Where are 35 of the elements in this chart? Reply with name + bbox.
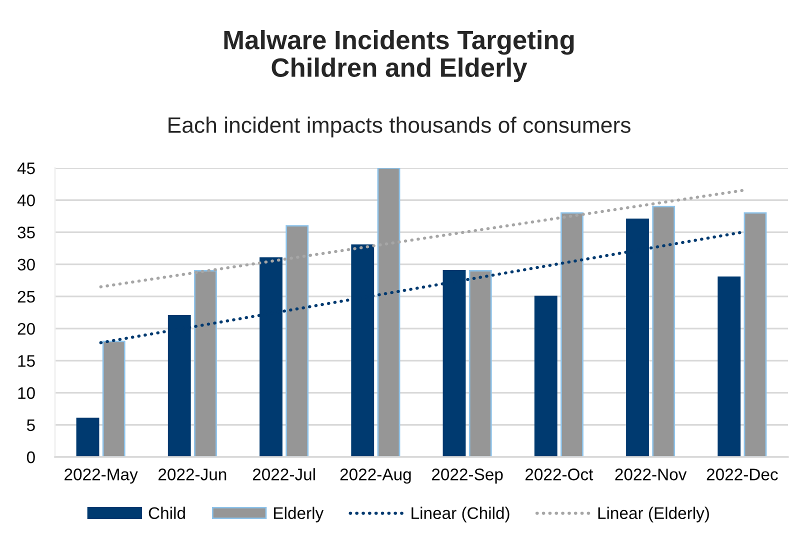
x-tick-label: 2022-Sep	[432, 468, 503, 484]
x-tick-label: 2022-Nov	[615, 468, 687, 480]
legend-label: Elderly	[274, 506, 324, 522]
legend-label: Linear (Elderly)	[598, 506, 709, 522]
x-tick-label: 2022-Aug	[340, 468, 411, 484]
legend-label: Child	[148, 506, 185, 520]
bar	[534, 296, 558, 457]
legend-label: Linear (Child)	[412, 506, 510, 522]
bar	[194, 270, 217, 457]
bar	[560, 212, 584, 457]
y-tick-label: 40	[17, 194, 35, 206]
x-tick-label: 2022-Jul	[252, 468, 315, 480]
y-tick-label: 15	[18, 355, 35, 367]
x-tick-label: 2022-Oct	[526, 468, 594, 480]
y-tick-label: 10	[18, 387, 35, 399]
bar	[286, 225, 309, 457]
y-tick-label: 35	[18, 226, 35, 238]
x-tick-label: 2022-May	[64, 468, 138, 484]
chart-subtitle: Each incident impacts thousands of consumers	[168, 116, 630, 138]
y-tick-label: 20	[18, 322, 35, 335]
y-tick-label: 0	[26, 451, 35, 464]
bar	[102, 340, 126, 457]
y-tick-label: 25	[18, 290, 35, 303]
chart-title: Malware Incidents Targeting Children and Elderly	[224, 30, 574, 82]
bar	[76, 418, 100, 457]
bar	[744, 212, 767, 457]
x-tick-label: 2022-Dec	[706, 468, 778, 480]
y-tick-label: 5	[26, 419, 35, 432]
bar	[377, 168, 400, 457]
bar	[652, 206, 676, 457]
y-tick-label: 30	[18, 258, 35, 271]
x-tick-label: 2022-Jun	[158, 468, 226, 480]
bar	[468, 270, 492, 457]
y-tick-label: 45	[17, 162, 35, 174]
bar	[718, 276, 741, 457]
